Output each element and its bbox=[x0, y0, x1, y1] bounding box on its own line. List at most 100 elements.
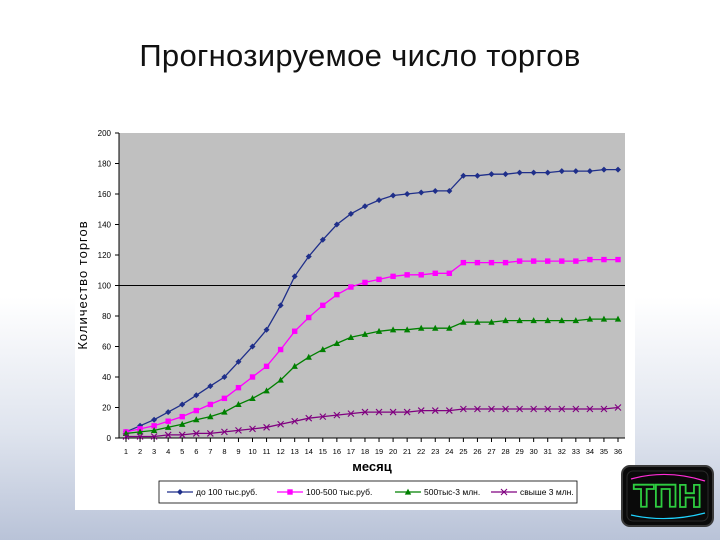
data-point bbox=[530, 169, 537, 176]
data-point bbox=[122, 433, 130, 440]
data-point bbox=[559, 258, 565, 264]
x-tick-label: 23 bbox=[431, 447, 439, 456]
data-point bbox=[572, 168, 579, 175]
data-point bbox=[474, 318, 481, 325]
data-point bbox=[375, 408, 383, 416]
x-tick-label: 8 bbox=[222, 447, 226, 456]
x-tick-label: 28 bbox=[501, 447, 509, 456]
data-point bbox=[151, 416, 158, 423]
series-line bbox=[126, 406, 619, 438]
legend: до 100 тыс.руб. 100-500 тыс.руб. 500тыс-3 … bbox=[167, 487, 574, 497]
x-tick-label: 31 bbox=[544, 447, 552, 456]
data-point bbox=[431, 407, 439, 414]
data-point bbox=[207, 413, 214, 420]
x-tick-label: 21 bbox=[403, 447, 411, 456]
legend-marker bbox=[177, 489, 183, 495]
x-tick-label: 5 bbox=[180, 447, 184, 456]
data-point bbox=[460, 259, 467, 266]
data-point bbox=[544, 405, 552, 413]
data-point bbox=[446, 324, 453, 331]
logo-text: ТПН bbox=[634, 480, 702, 515]
data-point bbox=[586, 315, 594, 322]
data-point bbox=[347, 333, 355, 340]
legend-item-1: до 100 тыс.руб. bbox=[167, 487, 257, 497]
data-point bbox=[488, 405, 495, 413]
x-tick-label: 35 bbox=[600, 447, 608, 456]
data-point bbox=[305, 414, 313, 422]
data-point bbox=[558, 317, 565, 324]
data-point bbox=[249, 343, 256, 350]
data-point bbox=[488, 318, 495, 325]
data-point bbox=[389, 326, 397, 333]
data-point bbox=[445, 407, 453, 414]
data-point bbox=[390, 192, 397, 199]
slide-title: Прогнозируемое число торгов bbox=[139, 38, 581, 73]
data-point bbox=[530, 405, 538, 413]
x-tick-label: 26 bbox=[473, 447, 481, 456]
x-tick-label: 34 bbox=[586, 447, 594, 456]
data-point bbox=[291, 273, 298, 280]
data-point bbox=[221, 395, 228, 402]
x-tick-label: 12 bbox=[276, 447, 284, 456]
x-tick-label: 20 bbox=[389, 447, 397, 456]
y-tick-label: 180 bbox=[98, 160, 112, 169]
y-tick-label: 160 bbox=[98, 190, 112, 199]
series-line bbox=[125, 318, 618, 435]
y-tick-label: 100 bbox=[98, 282, 112, 291]
data-point bbox=[263, 363, 270, 370]
data-point bbox=[179, 420, 186, 427]
x-tick-label: 16 bbox=[333, 447, 341, 456]
data-point bbox=[319, 346, 326, 353]
data-point bbox=[165, 409, 172, 416]
data-point bbox=[207, 383, 214, 390]
data-point bbox=[586, 405, 594, 413]
x-tick-label: 24 bbox=[445, 447, 453, 456]
data-point bbox=[376, 197, 383, 204]
x-tick-label: 29 bbox=[515, 447, 523, 456]
x-tick-label: 6 bbox=[194, 447, 198, 456]
data-point bbox=[291, 417, 299, 425]
x-axis-label: месяц bbox=[352, 459, 391, 474]
data-point bbox=[347, 410, 355, 417]
data-point bbox=[474, 172, 481, 179]
data-point bbox=[136, 428, 144, 435]
data-point bbox=[488, 259, 495, 266]
legend-item-3: 500тыс-3 млн. bbox=[395, 487, 480, 497]
data-point bbox=[418, 189, 425, 196]
data-point bbox=[558, 405, 566, 413]
data-point bbox=[516, 405, 523, 413]
x-tick-label: 3 bbox=[152, 447, 156, 456]
data-point bbox=[502, 317, 509, 324]
legend-box bbox=[158, 480, 578, 504]
data-point bbox=[333, 340, 341, 347]
x-tick-label: 36 bbox=[614, 447, 622, 456]
data-point bbox=[221, 428, 228, 436]
data-point bbox=[235, 384, 242, 391]
data-point bbox=[418, 272, 424, 278]
x-tick-label: 27 bbox=[487, 447, 495, 456]
legend-label: 100-500 тыс.руб. bbox=[306, 487, 372, 497]
x-tick-label: 7 bbox=[208, 447, 212, 456]
tpn-logo: ТПН bbox=[621, 465, 714, 527]
data-point bbox=[376, 276, 382, 283]
legend-label: 500тыс-3 млн. bbox=[424, 487, 480, 497]
data-point bbox=[446, 270, 453, 276]
data-point bbox=[235, 358, 242, 365]
data-point bbox=[586, 168, 593, 175]
data-point bbox=[432, 324, 439, 331]
y-tick-label: 140 bbox=[98, 221, 112, 230]
x-tick-label: 4 bbox=[166, 447, 170, 456]
data-point bbox=[614, 404, 622, 411]
x-tick-label: 33 bbox=[572, 447, 580, 456]
data-point bbox=[277, 420, 285, 428]
data-point bbox=[375, 327, 383, 334]
series-1 bbox=[123, 166, 621, 435]
data-point bbox=[587, 256, 593, 263]
data-point bbox=[572, 317, 580, 324]
data-point bbox=[600, 405, 608, 413]
data-point bbox=[249, 425, 256, 433]
data-point bbox=[573, 258, 579, 264]
data-point bbox=[206, 430, 214, 437]
data-point bbox=[460, 318, 467, 325]
